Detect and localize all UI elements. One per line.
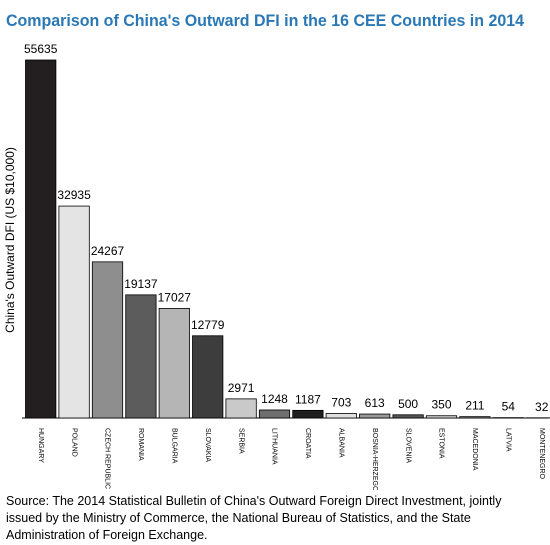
bar [192, 335, 224, 419]
bar [158, 308, 190, 419]
x-tick-label: BOSNIA-HERZEGOVINA [371, 428, 378, 490]
value-label: 32 [535, 400, 549, 414]
bar [258, 409, 291, 419]
x-tick-label: SLOVAKIA [204, 428, 211, 462]
value-label: 2971 [228, 381, 255, 395]
value-label: 12779 [191, 318, 225, 332]
bar [325, 413, 357, 419]
x-tick-label: LITHUANIA [271, 428, 278, 465]
x-tick-label: CROATIA [304, 428, 311, 459]
chart: Comparison of China's Outward DFI in the… [3, 11, 550, 490]
x-tick-label: ROMANIA [137, 428, 144, 461]
value-label: 350 [431, 398, 451, 412]
value-label: 1187 [295, 392, 321, 406]
source-note: Source: The 2014 Statistical Bulletin of… [6, 494, 502, 542]
bar [392, 414, 424, 419]
bar [25, 59, 57, 419]
bar [359, 413, 391, 419]
x-tick-label: CZECH REPUBLIC [104, 428, 111, 489]
value-label: 613 [365, 396, 385, 410]
value-label: 19137 [124, 277, 158, 291]
value-label: 703 [331, 395, 351, 409]
x-tick-label: MACEDONIA [471, 428, 478, 471]
chart-title: Comparison of China's Outward DFI in the… [6, 11, 525, 30]
x-tick-label: MONTENEGRO [538, 428, 545, 480]
x-tick-label: POLAND [70, 428, 77, 457]
x-tick-label: SLOVENIA [404, 428, 411, 463]
bar [459, 416, 491, 419]
x-tick-label: BULGARIA [170, 428, 177, 464]
x-tick-label: LATVIA [504, 428, 511, 452]
x-tick-label: ESTONIA [438, 428, 445, 459]
x-tick-label: ALBANIA [337, 428, 344, 458]
y-axis-label: China's Outward DFI (US $10,000) [3, 147, 17, 333]
value-label: 211 [465, 399, 484, 413]
x-tick-label: HUNGARY [37, 428, 44, 463]
x-tick-label: SERBIA [237, 428, 244, 454]
bar [292, 409, 324, 419]
value-label: 500 [398, 397, 418, 411]
value-label: 55635 [24, 42, 58, 56]
bar [425, 415, 458, 419]
bar [91, 261, 124, 419]
bar [58, 205, 90, 419]
value-label: 54 [502, 400, 516, 414]
bar [125, 294, 157, 419]
value-label: 1248 [261, 392, 288, 406]
value-label: 32935 [57, 188, 91, 202]
bar [225, 398, 257, 419]
value-label: 24267 [91, 244, 125, 258]
value-label: 17027 [158, 290, 192, 304]
